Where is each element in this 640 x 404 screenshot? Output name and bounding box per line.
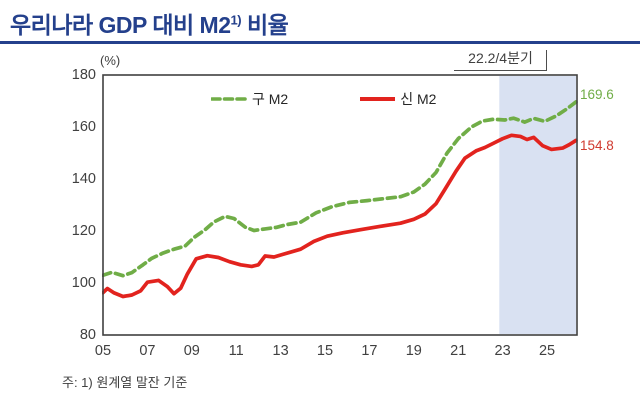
page-title-suffix: 비율: [241, 12, 289, 38]
y-axis-unit-label: (%): [100, 53, 121, 68]
highlight-region: [499, 76, 576, 334]
page-title-footnote-marker: 1): [230, 12, 242, 28]
chart-legend: 구 M2 신 M2: [211, 90, 436, 108]
series-line-new-m2: [102, 133, 578, 299]
x-tick-label: 09: [183, 343, 200, 359]
footnote: 주: 1) 원계열 말잔 기준: [62, 375, 188, 390]
x-tick-label: 13: [272, 343, 289, 359]
x-tick-label: 19: [405, 343, 422, 359]
y-tick-label: 180: [71, 67, 96, 83]
page-title: 우리나라 GDP 대비 M21) 비율: [10, 6, 289, 40]
solid-line-icon: [360, 97, 396, 101]
title-divider: [0, 41, 640, 44]
x-tick-label: 17: [361, 343, 378, 359]
x-tick-label: 07: [139, 343, 156, 359]
series-end-value-new-m2: 154.8: [580, 138, 614, 153]
legend-item-new-m2: 신 M2: [359, 89, 436, 109]
y-tick-label: 140: [71, 171, 96, 187]
page-title-text: 우리나라 GDP 대비 M2: [10, 12, 231, 38]
series-end-value-old-m2: 169.6: [580, 87, 614, 102]
x-tick-label: 05: [94, 343, 112, 359]
y-tick-label: 120: [71, 223, 96, 239]
highlight-annotation: 22.2/4분기: [454, 48, 547, 71]
dashed-line-icon: [211, 97, 248, 101]
x-tick-label: 25: [538, 343, 556, 359]
x-tick-label: 15: [316, 343, 334, 359]
x-tick-label: 11: [228, 343, 244, 359]
series-line-old-m2: [102, 100, 578, 278]
highlight-annotation-label: 22.2/4분기: [468, 50, 533, 66]
plot-frame: [102, 74, 578, 336]
highlight-annotation-tick: [545, 50, 547, 70]
x-tick-label: 23: [494, 343, 511, 359]
legend-item-old-m2: 구 M2: [211, 89, 288, 109]
y-tick-label: 160: [71, 119, 96, 135]
y-tick-label: 100: [71, 275, 96, 291]
y-tick-label: 80: [79, 327, 96, 343]
x-tick-label: 21: [450, 343, 467, 359]
legend-label-new-m2: 신 M2: [400, 91, 437, 107]
legend-label-old-m2: 구 M2: [252, 91, 289, 107]
